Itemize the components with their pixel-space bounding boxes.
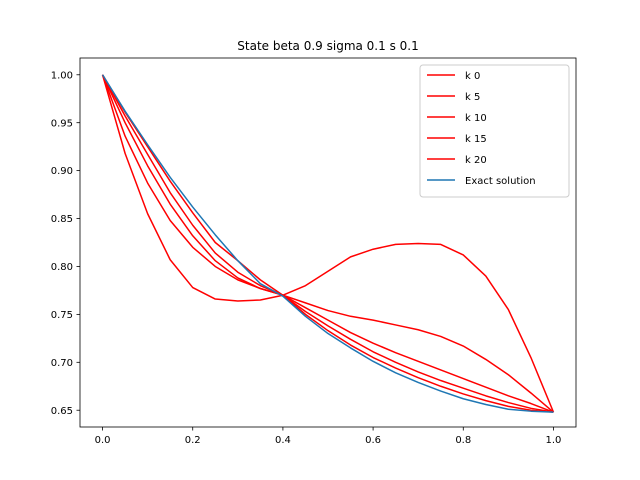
series-line-0 — [101, 74, 555, 413]
legend-box — [419, 64, 570, 198]
legend-label-5: Exact solution — [465, 176, 536, 187]
y-tick-label-6: 0.95 — [51, 118, 73, 129]
legend-label-3: k 15 — [465, 134, 487, 145]
chart-title: State beta 0.9 sigma 0.1 s 0.1 — [237, 39, 418, 53]
x-tick-label-4: 0.8 — [455, 435, 471, 446]
y-tick-label-7: 1.00 — [51, 70, 73, 81]
legend-label-1: k 5 — [465, 92, 480, 103]
x-tick-label-2: 0.4 — [275, 435, 291, 446]
x-tick-label-0: 0.0 — [95, 435, 111, 446]
legend-label-0: k 0 — [465, 71, 480, 82]
series-line-5 — [101, 74, 554, 413]
series-line-2 — [101, 74, 554, 413]
legend-label-4: k 20 — [465, 155, 487, 166]
x-tick-label-3: 0.6 — [365, 435, 381, 446]
axes-frame — [79, 57, 577, 428]
x-tick-label-1: 0.2 — [185, 435, 201, 446]
axes: 0.0 0.2 0.4 0.6 0.8 1.0 0.65 0.70 0.75 0.80 0.85 0.… — [51, 57, 577, 446]
y-tick-label-3: 0.80 — [51, 262, 73, 273]
series-line-4 — [101, 74, 554, 413]
legend-label-2: k 10 — [465, 113, 487, 124]
y-tick-label-4: 0.85 — [51, 214, 73, 225]
series-line-1 — [101, 74, 554, 413]
y-tick-label-1: 0.70 — [51, 358, 73, 369]
series-line-3 — [101, 74, 554, 413]
y-tick-label-2: 0.75 — [51, 310, 73, 321]
plot-area — [101, 74, 555, 413]
y-tick-label-0: 0.65 — [51, 406, 73, 417]
legend: k 0 k 5 k 10 k 15 k 20 Exact solution — [419, 64, 570, 198]
x-tick-label-5: 1.0 — [546, 435, 562, 446]
y-tick-label-5: 0.90 — [51, 166, 73, 177]
